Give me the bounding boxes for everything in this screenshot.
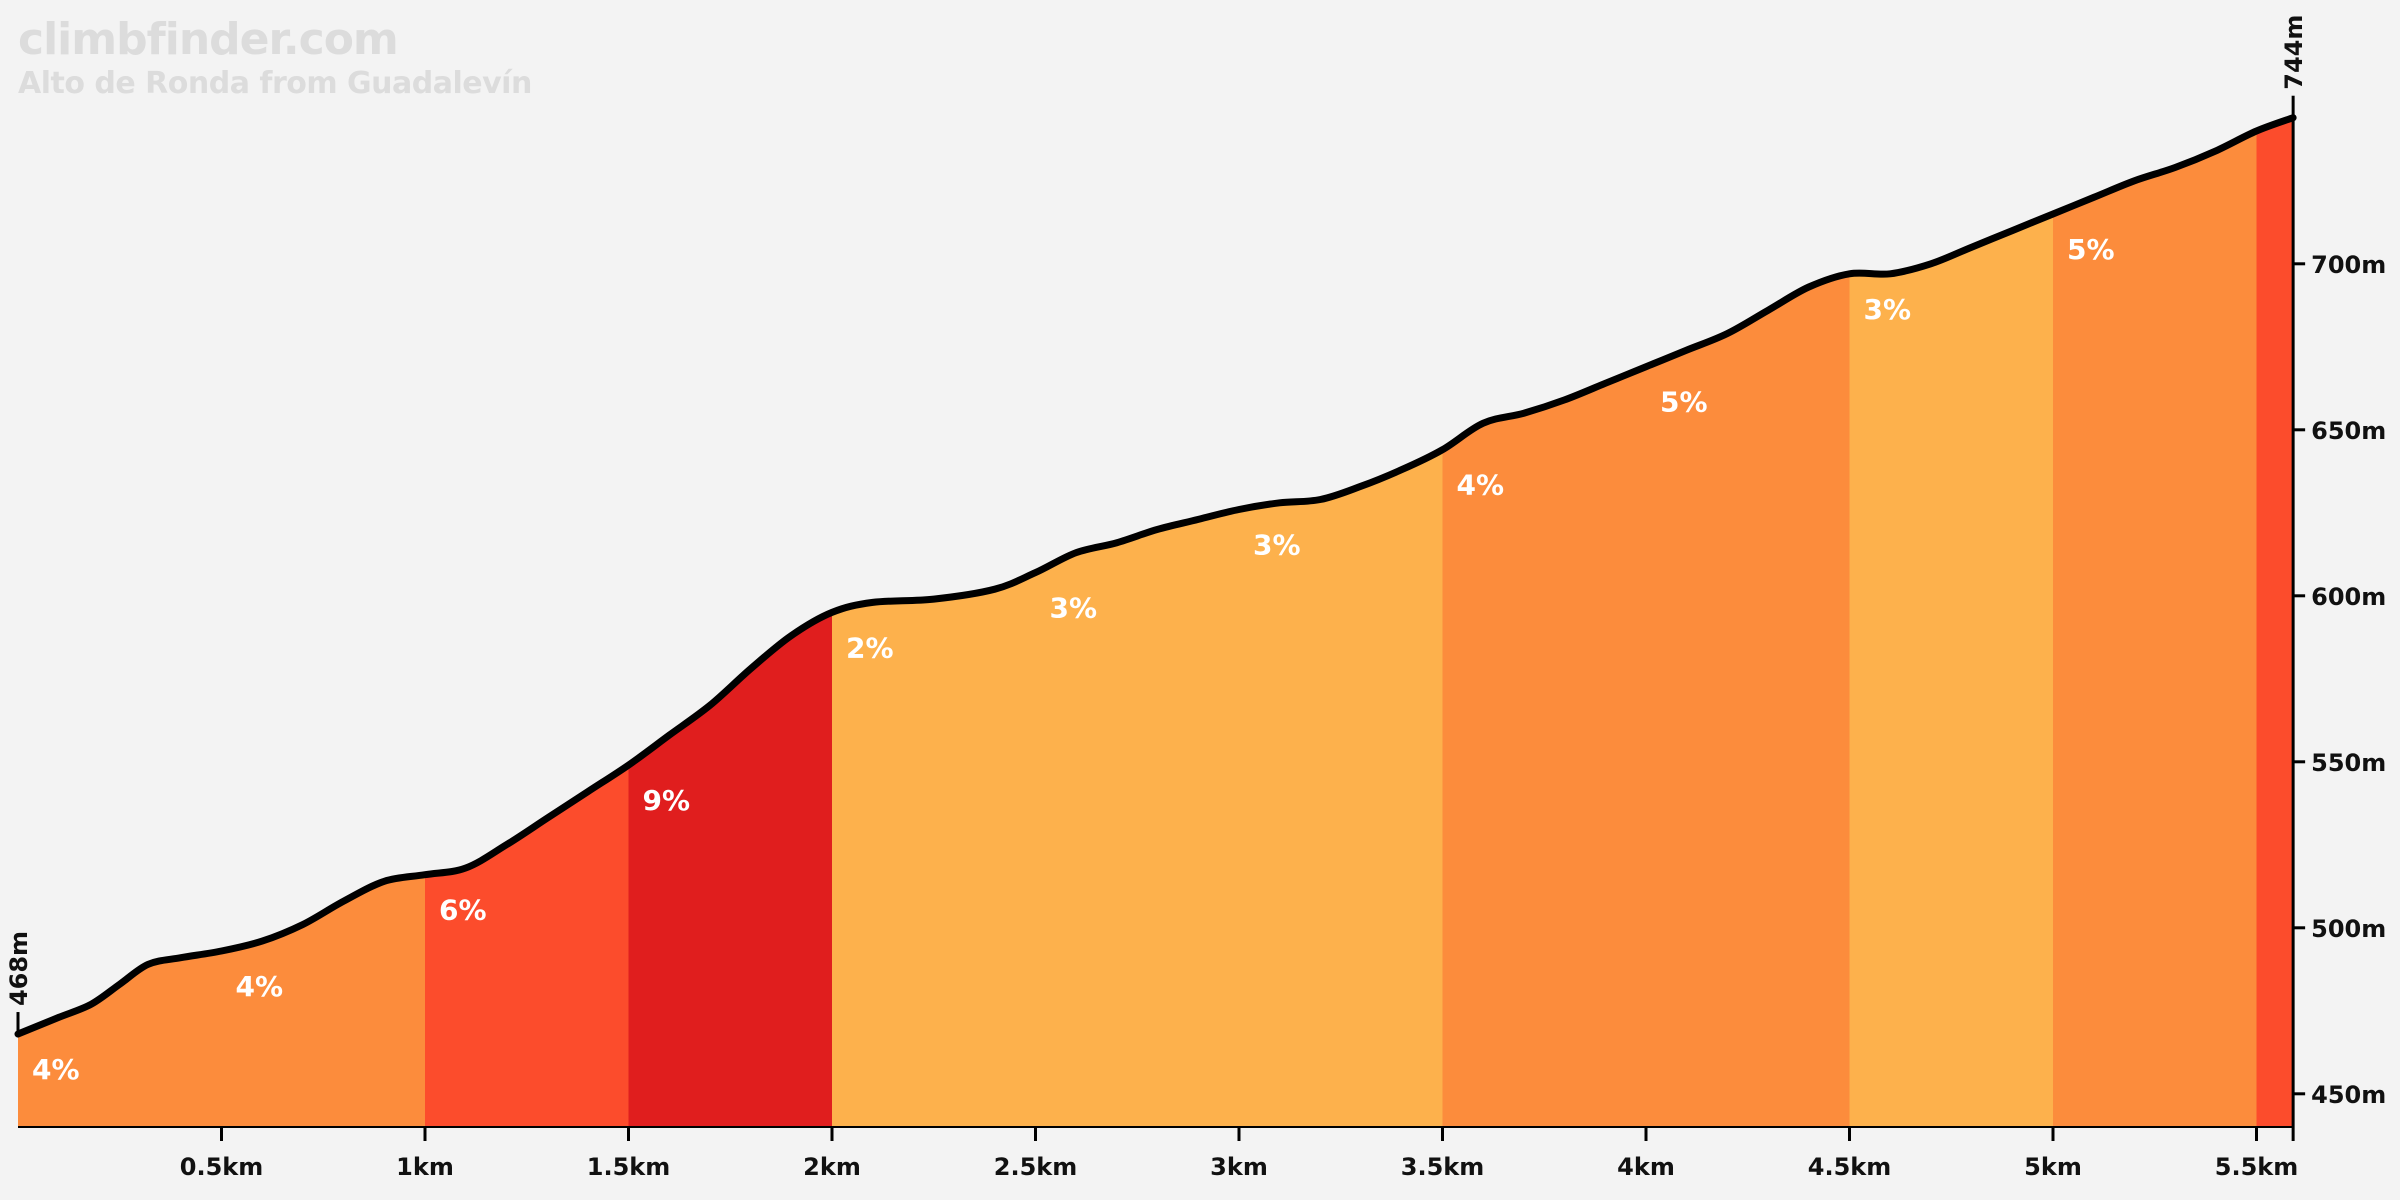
elevation-profile-line	[14, 114, 2297, 1038]
y-tick-label-6: 700m	[2311, 251, 2386, 279]
x-tick-label-2: 1km	[396, 1153, 454, 1181]
x-tick-label-3: 1.5km	[587, 1153, 670, 1181]
gradient-label-3: 9%	[643, 784, 691, 817]
x-tick-label-8: 4km	[1617, 1153, 1675, 1181]
gradient-segment-5	[1442, 273, 1850, 1127]
gradient-label-2: 6%	[439, 894, 487, 927]
gradient-label-extra-1: 4%	[236, 970, 284, 1003]
gradient-label-extra-4: 5%	[1660, 386, 1708, 419]
gradient-segment-1	[18, 874, 425, 1127]
gradient-segment-6	[1849, 214, 2053, 1127]
start-elevation-label: 468m	[5, 931, 33, 1006]
x-tick-label-4: 2km	[803, 1153, 861, 1181]
x-tick-label-7: 3.5km	[1401, 1153, 1484, 1181]
gradient-segment-4	[832, 449, 1443, 1127]
x-tick-label-5: 2.5km	[994, 1153, 1077, 1181]
climb-name: Alto de Ronda from Guadalevín	[18, 66, 532, 101]
x-tick-label-6: 3km	[1210, 1153, 1268, 1181]
gradient-segment-2	[425, 765, 629, 1127]
gradient-label-7: 5%	[2067, 233, 2115, 266]
x-tick-label-10: 5km	[2024, 1153, 2082, 1181]
gradient-label-4: 2%	[846, 631, 894, 664]
x-tick-label-11: 5.5km	[2215, 1153, 2298, 1181]
x-tick-label-1: 0.5km	[180, 1153, 263, 1181]
gradient-segment-8	[2256, 117, 2294, 1127]
summit-elevation-label: 744m	[2280, 15, 2308, 90]
y-tick-label-1: 450m	[2311, 1081, 2386, 1109]
gradient-label-5: 4%	[1457, 469, 1505, 502]
y-tick-label-4: 600m	[2311, 583, 2386, 611]
gradient-label-extra-2: 3%	[1050, 592, 1098, 625]
x-tick-label-9: 4.5km	[1808, 1153, 1891, 1181]
gradient-label-extra-3: 3%	[1253, 528, 1301, 561]
y-tick-label-2: 500m	[2311, 915, 2386, 943]
gradient-label-6: 3%	[1864, 293, 1912, 326]
y-tick-label-5: 650m	[2311, 417, 2386, 445]
y-tick-label-3: 550m	[2311, 749, 2386, 777]
gradient-segment-3	[628, 612, 832, 1127]
site-name: climbfinder.com	[18, 14, 399, 65]
gradient-segment-7	[2053, 131, 2257, 1127]
gradient-label-1: 4%	[32, 1053, 80, 1086]
